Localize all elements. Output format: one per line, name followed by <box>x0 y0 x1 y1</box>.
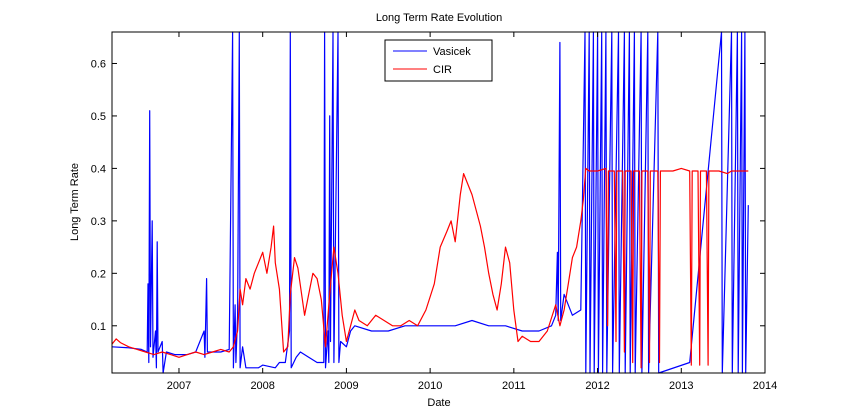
x-tick-label: 2009 <box>334 380 358 392</box>
legend-box <box>384 39 493 82</box>
chart-title: Long Term Rate Evolution <box>376 12 502 24</box>
y-tick-label: 0.5 <box>91 111 106 123</box>
x-tick-label: 2007 <box>167 380 191 392</box>
x-tick-label: 2013 <box>669 380 693 392</box>
x-tick-label: 2014 <box>753 380 777 392</box>
series-layer <box>111 31 749 374</box>
series-line-cir <box>111 167 749 369</box>
plot-frame <box>111 31 766 374</box>
x-tick-label: 2010 <box>418 380 442 392</box>
x-axis-title: Date <box>427 397 450 409</box>
legend: Vasicek CIR <box>384 39 493 82</box>
x-axis: 2007 2008 2009 2010 2011 2012 2013 2014 <box>167 32 777 392</box>
x-tick-label: 2011 <box>502 380 526 392</box>
y-tick-label: 0.6 <box>91 58 106 70</box>
y-tick-label: 0.1 <box>91 321 106 333</box>
y-axis: 0.1 0.2 0.3 0.4 0.5 0.6 <box>91 58 765 333</box>
y-tick-label: 0.3 <box>91 216 106 228</box>
plot-area <box>111 31 766 374</box>
x-tick-label: 2012 <box>585 380 609 392</box>
legend-label-vasicek: Vasicek <box>433 46 471 58</box>
y-tick-label: 0.2 <box>91 268 106 280</box>
y-tick-label: 0.4 <box>91 163 106 175</box>
series-line-vasicek <box>111 31 749 374</box>
y-axis-title: Long Term Rate <box>69 163 81 241</box>
legend-label-cir: CIR <box>433 64 452 76</box>
x-tick-label: 2008 <box>250 380 274 392</box>
plot-background <box>112 32 765 373</box>
